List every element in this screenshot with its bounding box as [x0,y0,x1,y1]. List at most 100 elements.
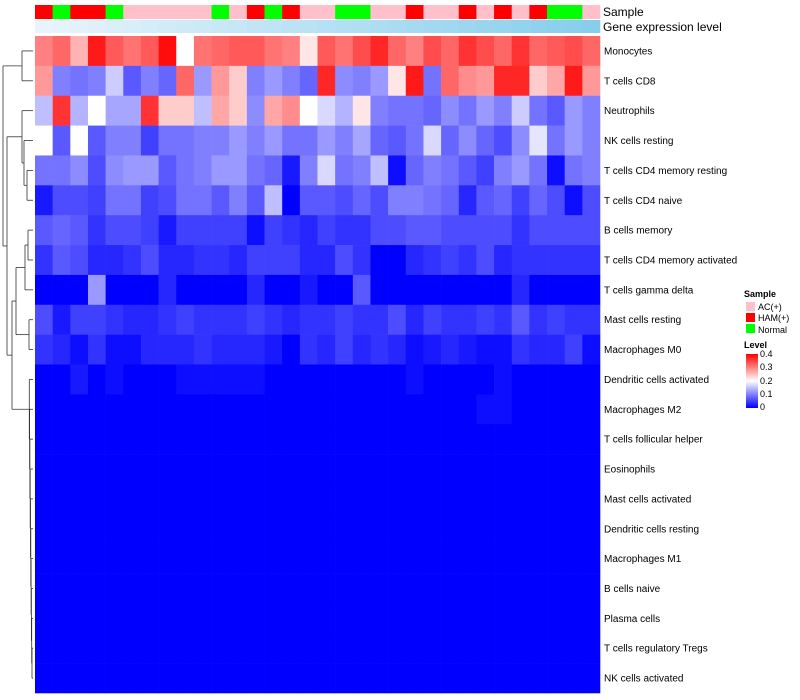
heatmap-cell [140,543,159,574]
heatmap-cell [123,483,142,515]
heatmap-cell [317,394,336,425]
heatmap-cell [547,543,565,574]
heatmap-cell [123,36,142,67]
heatmap-cell [441,364,460,395]
level-color-bar [746,354,758,408]
heatmap-cell [494,95,513,126]
heatmap-cell [441,483,460,515]
heatmap-cell [388,483,407,515]
heatmap-cell [140,603,159,634]
heatmap-cell [70,663,89,694]
heatmap-cell [105,364,124,395]
heatmap-cell [105,573,124,604]
heatmap-cell [229,454,248,485]
heatmap-cell [511,364,530,395]
heatmap-cell [370,633,389,664]
heatmap-cell [423,125,442,156]
sample-cell [547,5,565,19]
heatmap-cell [423,394,442,425]
heatmap-cell [582,125,601,156]
heatmap-cell [529,603,548,634]
level-tick-0.2: 0.2 [760,376,773,386]
heatmap-cell [299,633,318,664]
heatmap-cell [494,424,513,455]
heatmap-cell [352,513,371,544]
heatmap-cell [511,304,530,335]
heatmap-cell [458,36,477,67]
heatmap-cell [547,125,565,156]
heatmap-cell [582,364,601,395]
heatmap-cell [388,125,407,156]
heatmap-cell [458,304,477,335]
heatmap-cell [370,513,389,544]
sample-cell [246,5,265,19]
heatmap-cell [193,454,212,485]
heatmap-cell [264,304,283,335]
row-label: Eosinophils [604,465,655,476]
heatmap-cell [335,483,354,515]
gene-expression-cell [529,20,548,33]
row-label: T cells gamma delta [604,285,694,296]
heatmap-cell [547,573,565,604]
sample-cell [423,5,442,19]
heatmap-cell [352,215,371,246]
heatmap-cell [582,543,601,574]
heatmap-cell [246,215,265,246]
heatmap-cell [246,36,265,67]
heatmap-cell [158,663,177,694]
heatmap-cell [264,95,283,126]
heatmap-cell [441,424,460,455]
heatmap-cell [511,483,530,515]
heatmap-cell [105,424,124,455]
heatmap-cell [35,36,53,67]
heatmap-cell [458,663,477,694]
heatmap-cell [299,513,318,544]
heatmap-cell [123,424,142,455]
heatmap-cell [388,65,407,97]
heatmap-cell [564,334,583,365]
heatmap-cell [370,663,389,694]
heatmap-cell [476,155,495,186]
heatmap-cell [52,394,71,425]
heatmap-cell [582,36,601,67]
heatmap-cell [529,663,548,694]
heatmap-cell [370,424,389,455]
heatmap-cell [52,215,71,246]
sample-cell [476,5,495,19]
heatmap-cell [35,513,53,544]
heatmap-cell [123,155,142,186]
heatmap-cell [494,65,513,97]
row-label: Neutrophils [604,106,655,117]
heatmap-cell [282,543,301,574]
heatmap-cell [87,513,106,544]
row-label: NK cells resting [604,136,673,147]
heatmap-cell [123,304,142,335]
heatmap-cell [211,304,230,335]
level-tick-0.1: 0.1 [760,389,773,399]
heatmap-cell [547,95,565,126]
heatmap-cell [352,155,371,186]
heatmap-cell [299,304,318,335]
heatmap-cell [246,95,265,126]
heatmap-cell [123,245,142,276]
heatmap-cell [246,245,265,276]
heatmap-cell [423,304,442,335]
heatmap-cell [388,95,407,126]
heatmap-cell [299,454,318,485]
heatmap-cell [264,36,283,67]
heatmap-cell [529,65,548,97]
heatmap-cell [529,364,548,395]
heatmap-cell [246,125,265,156]
sample-cell [105,5,124,19]
heatmap-cell [211,394,230,425]
gene-expression-cell [388,20,407,33]
heatmap-cell [299,483,318,515]
heatmap-cell [140,95,159,126]
heatmap-cell [52,304,71,335]
sample-cell [299,5,318,19]
heatmap-cell [176,633,195,664]
heatmap-cell [264,454,283,485]
heatmap-cell [423,334,442,365]
heatmap-cell [282,424,301,455]
heatmap-cell [511,513,530,544]
